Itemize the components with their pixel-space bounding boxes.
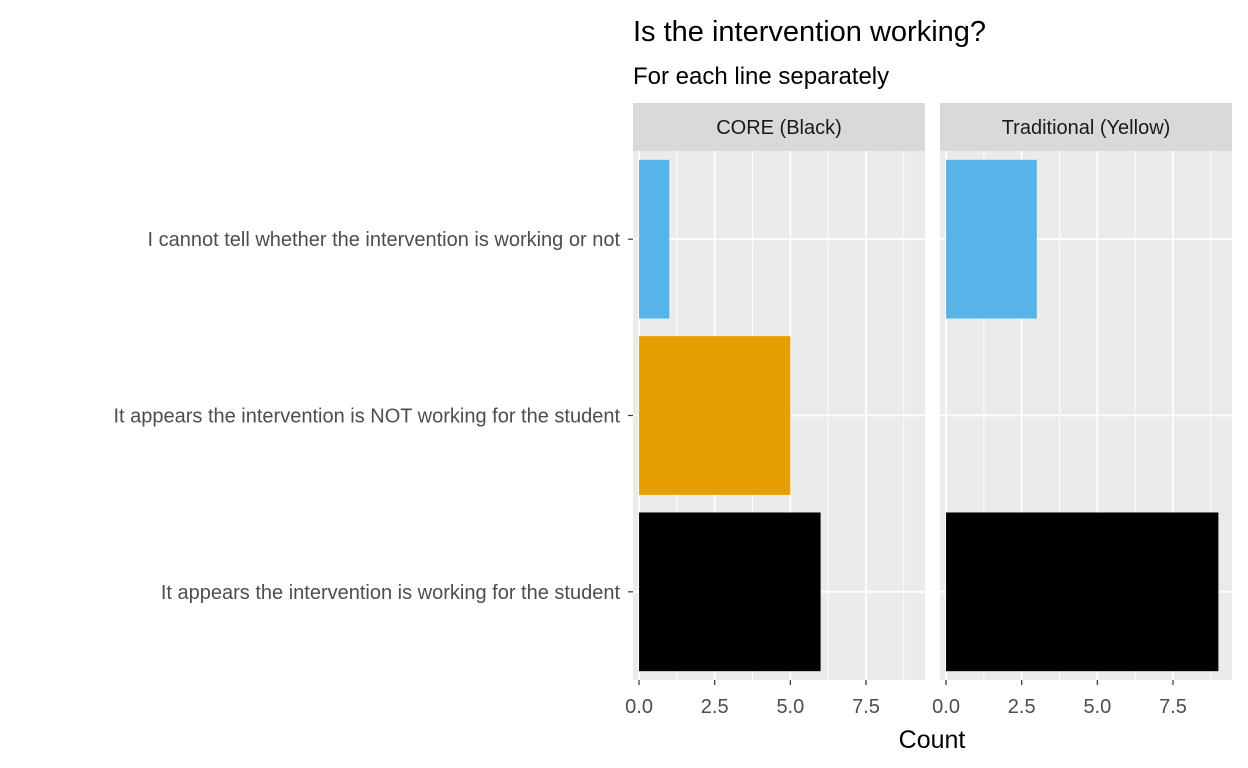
y-axis-category-label: It appears the intervention is working f…: [161, 582, 621, 604]
x-axis-title: Count: [899, 726, 966, 754]
x-axis-tick-label: 0.0: [625, 696, 653, 718]
facet-strip-label: CORE (Black): [716, 117, 842, 139]
bar: [639, 336, 791, 495]
bar: [639, 159, 670, 319]
x-axis-tick-label: 5.0: [776, 696, 804, 718]
x-axis-tick-label: 7.5: [1159, 696, 1187, 718]
facet-panel: Traditional (Yellow) 0.0 2.5 5.0 7.5: [932, 103, 1232, 718]
x-axis-tick-label: 2.5: [1008, 696, 1036, 718]
x-axis-tick-label: 5.0: [1083, 696, 1111, 718]
facet-strip: [633, 103, 925, 151]
bar: [639, 512, 821, 672]
bar: [946, 159, 1037, 319]
facet-panel: CORE (Black) 0.0 2.5 5.0 7.5: [625, 103, 925, 718]
bar: [946, 512, 1219, 672]
chart-subtitle: For each line separately: [633, 63, 889, 90]
x-axis-tick-label: 2.5: [701, 696, 729, 718]
plot-area: I cannot tell whether the intervention i…: [113, 103, 1232, 718]
y-axis-category-label: It appears the intervention is NOT worki…: [113, 406, 620, 428]
x-axis-tick-label: 0.0: [932, 696, 960, 718]
facet-strip: [940, 103, 1232, 151]
facet-strip-label: Traditional (Yellow): [1002, 117, 1171, 139]
chart-title: Is the intervention working?: [633, 16, 986, 48]
x-axis-tick-label: 7.5: [852, 696, 880, 718]
y-axis-category-label: I cannot tell whether the intervention i…: [148, 229, 621, 251]
